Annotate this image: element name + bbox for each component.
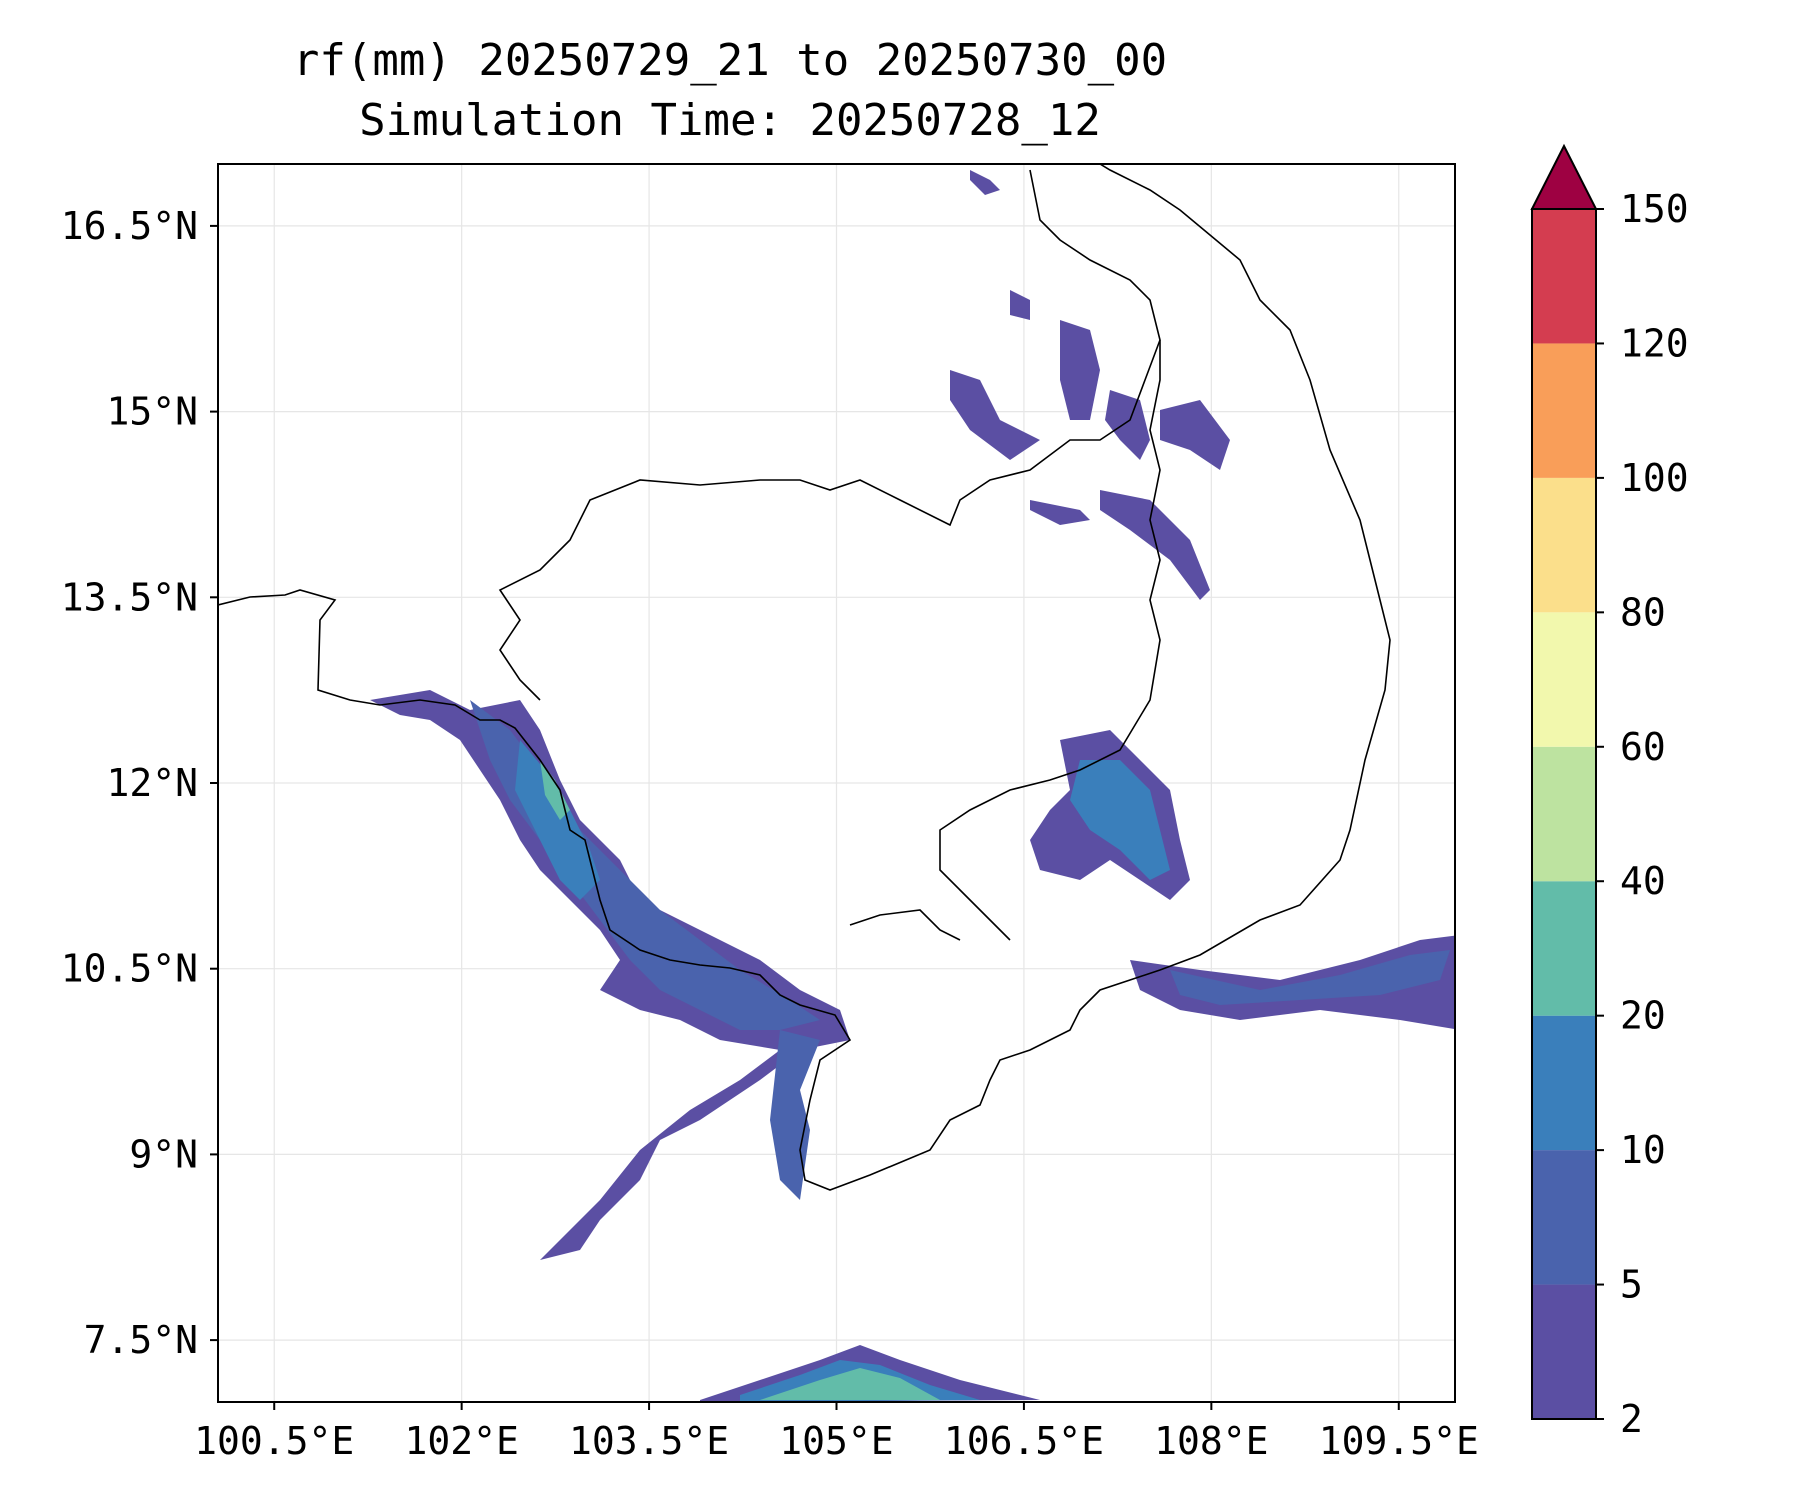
colorbar-segment xyxy=(1532,612,1596,747)
colorbar-segment xyxy=(1532,1284,1596,1419)
lat-tick-label: 9°N xyxy=(129,1132,198,1176)
rain-gulf-thailand xyxy=(370,690,850,1260)
rainfall-layer xyxy=(370,170,1455,1402)
lat-tick-label: 10.5°N xyxy=(61,947,198,991)
colorbar-segment xyxy=(1532,1150,1596,1285)
colorbar-tick-label: 150 xyxy=(1620,187,1689,231)
colorbar-frame xyxy=(1531,208,1597,1420)
gridlines xyxy=(218,164,1455,1402)
rain-central-highlands xyxy=(950,170,1230,600)
coastline-borders xyxy=(218,164,1391,1191)
rain-south-china-sea xyxy=(1130,935,1455,1030)
colorbar-tick-label: 80 xyxy=(1620,590,1666,634)
colorbar-tick-label: 5 xyxy=(1620,1263,1643,1307)
lat-tick-label: 12°N xyxy=(106,761,198,805)
colorbar: 2 5 10 20 40 60 80 100 120 150 xyxy=(1530,143,1689,1441)
lon-tick-label: 106.5°E xyxy=(944,1419,1104,1463)
colorbar-tick-label: 60 xyxy=(1620,725,1666,769)
rain-south-border xyxy=(700,1345,1040,1402)
colorbar-extend-max xyxy=(1530,143,1598,210)
colorbar-segment xyxy=(1532,746,1596,882)
lon-axis: 100.5°E 102°E 103.5°E 105°E 106.5°E 108°E 109.… xyxy=(194,1402,1479,1463)
map-title: rf(mm) 20250729_21 to 20250730_00 xyxy=(292,35,1168,86)
colorbar-tick-label: 10 xyxy=(1620,1128,1666,1172)
colorbar-segment xyxy=(1532,343,1596,478)
map-subtitle: Simulation Time: 20250728_12 xyxy=(359,95,1101,146)
lat-tick-label: 15°N xyxy=(106,390,198,434)
lat-tick-label: 13.5°N xyxy=(61,575,198,619)
colorbar-segment xyxy=(1532,881,1596,1016)
colorbar-segment xyxy=(1532,209,1596,344)
colorbar-tick-label: 2 xyxy=(1620,1397,1643,1441)
colorbar-tick-label: 120 xyxy=(1620,321,1689,365)
lat-tick-label: 16.5°N xyxy=(61,204,198,248)
colorbar-tick-label: 100 xyxy=(1620,456,1689,500)
colorbar-tick-label: 20 xyxy=(1620,994,1666,1038)
lon-tick-label: 100.5°E xyxy=(194,1419,354,1463)
colorbar-tick-label: 40 xyxy=(1620,859,1666,903)
lon-tick-label: 109.5°E xyxy=(1319,1419,1479,1463)
lon-tick-label: 102°E xyxy=(404,1419,518,1463)
lon-tick-label: 105°E xyxy=(779,1419,893,1463)
lon-tick-label: 103.5°E xyxy=(569,1419,729,1463)
lon-tick-label: 108°E xyxy=(1154,1419,1268,1463)
colorbar-segment xyxy=(1532,477,1596,613)
lat-axis: 16.5°N 15°N 13.5°N 12°N 10.5°N 9°N 7.5°N xyxy=(61,204,218,1362)
colorbar-segment xyxy=(1532,1015,1596,1151)
lat-tick-label: 7.5°N xyxy=(84,1318,198,1362)
